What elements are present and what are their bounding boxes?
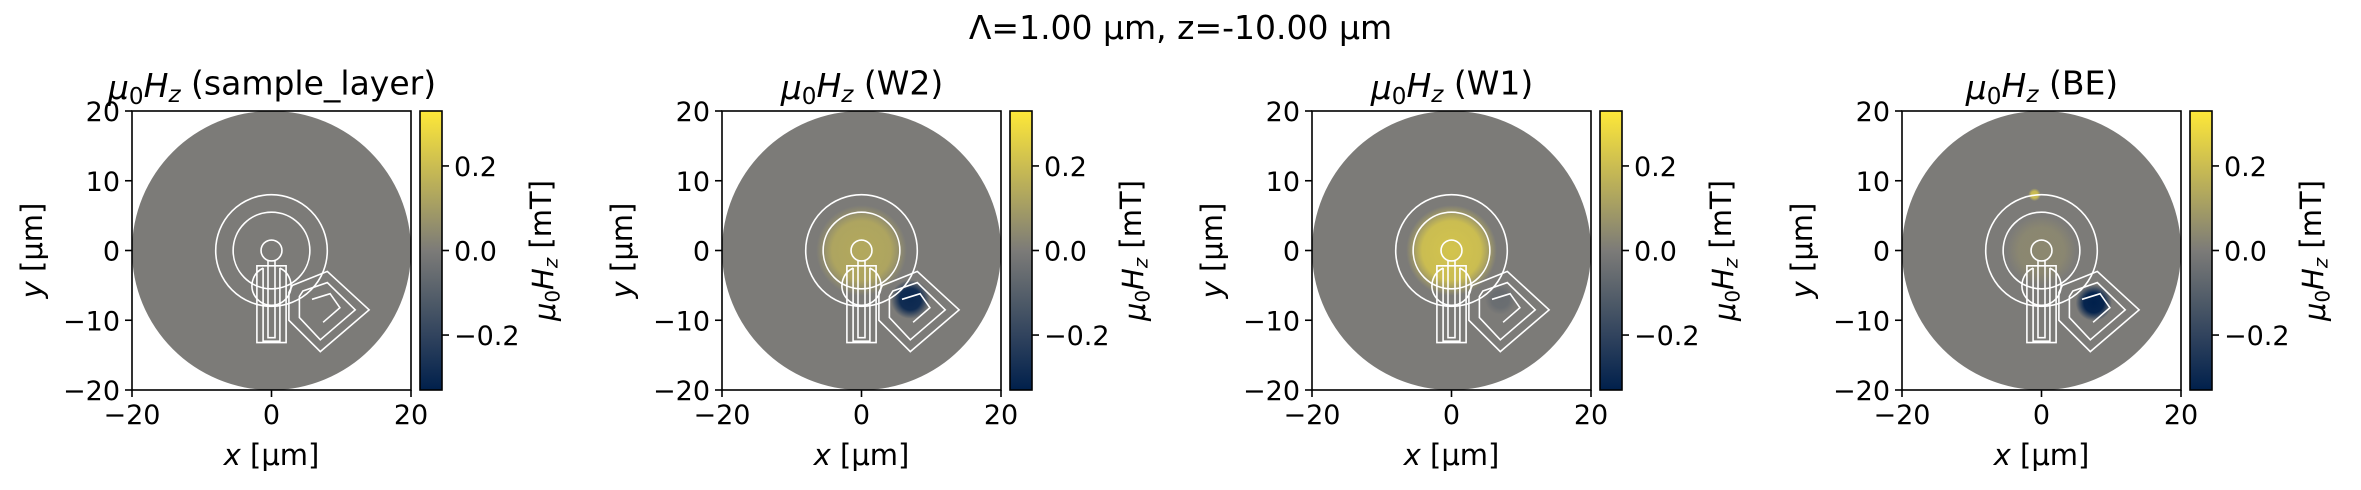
field-map xyxy=(132,111,411,390)
y-tick-label: −10 xyxy=(1833,306,1890,337)
y-axis-label: y [μm] xyxy=(1785,203,1819,300)
panel-be: −20 0 20 −20 −10 0 10 20 x [μm] y [μm] μ0Hz (BE) −0… xyxy=(1770,58,2360,490)
field-map xyxy=(1902,111,2181,390)
colorbar-tick-label: 0.2 xyxy=(1044,152,1087,183)
colorbar-tick-label: −0.2 xyxy=(454,321,520,352)
x-tick-label: 0 xyxy=(853,400,870,431)
x-axis-label: x [μm] xyxy=(1993,438,2090,472)
device-outline xyxy=(1984,193,2141,353)
colorbar-tick-label: 0.0 xyxy=(1044,237,1087,268)
x-tick-label: 0 xyxy=(2033,400,2050,431)
y-tick-label: −10 xyxy=(1243,306,1300,337)
heatmap-svg: −20 0 20 −20 −10 0 10 20 x [μm] y [μm] μ0Hz (BE) −0… xyxy=(1785,64,2334,472)
panel-w1: −20 0 20 −20 −10 0 10 20 x [μm] y [μm] μ0Hz (W1) −0… xyxy=(1180,58,1770,490)
panel-title: μ0Hz (sample_layer) xyxy=(107,64,436,110)
colorbar-tick-label: 0.0 xyxy=(2224,237,2267,268)
field-disk xyxy=(816,205,907,296)
x-tick-label: 20 xyxy=(1574,400,1608,431)
y-tick-label: −20 xyxy=(1833,376,1890,407)
y-tick-label: 0 xyxy=(103,237,120,268)
colorbar xyxy=(1009,110,1033,391)
y-tick-label: −10 xyxy=(653,306,710,337)
colorbar-label: μ0Hz [mT] xyxy=(2294,180,2334,322)
y-tick-label: −20 xyxy=(63,376,120,407)
colorbar-tick-label: 0.0 xyxy=(454,237,497,268)
x-axis-label: x [μm] xyxy=(813,438,910,472)
x-tick-label: 20 xyxy=(394,400,428,431)
colorbar-tick-label: 0.2 xyxy=(2224,152,2267,183)
x-tick-label: 20 xyxy=(984,400,1018,431)
field-map xyxy=(1312,111,1591,390)
heatmap-svg: −20 0 20 −20 −10 0 10 20 x [μm] y [μm] μ0Hz (W2) −0… xyxy=(605,64,1154,472)
colorbar xyxy=(1599,110,1623,391)
colorbar-tick-label: −0.2 xyxy=(2224,321,2290,352)
colorbar-tick-label: −0.2 xyxy=(1634,321,1700,352)
colorbar-label: μ0Hz [mT] xyxy=(1704,180,1744,322)
colorbar-tick-label: 0.2 xyxy=(454,152,497,183)
x-tick-label: −20 xyxy=(104,400,161,431)
y-tick-label: 10 xyxy=(1856,167,1890,198)
panel-w2: −20 0 20 −20 −10 0 10 20 x [μm] y [μm] μ0Hz (W2) −0… xyxy=(590,58,1180,490)
y-tick-label: 20 xyxy=(1266,97,1300,128)
field-map xyxy=(722,111,1001,390)
panel-sample-layer: −20 0 20 −20 −10 0 10 20 x [μm] y [μm] μ0Hz (sampl… xyxy=(0,58,590,490)
y-tick-label: 20 xyxy=(676,97,710,128)
x-axis-label: x [μm] xyxy=(223,438,320,472)
y-axis-label: y [μm] xyxy=(1195,203,1229,300)
panel-title: μ0Hz (W1) xyxy=(1370,64,1534,110)
colorbar-tick-label: 0.0 xyxy=(1634,237,1677,268)
y-axis-label: y [μm] xyxy=(605,203,639,300)
heatmap-svg: −20 0 20 −20 −10 0 10 20 x [μm] y [μm] μ0Hz (W1) −0… xyxy=(1195,64,1744,472)
colorbar-label: μ0Hz [mT] xyxy=(524,180,564,322)
device-outline xyxy=(214,193,371,353)
y-tick-label: 10 xyxy=(86,167,120,198)
device-outline xyxy=(1394,193,1551,353)
field-spot xyxy=(2075,284,2112,321)
colorbar-label: μ0Hz [mT] xyxy=(1114,180,1154,322)
y-tick-label: −10 xyxy=(63,306,120,337)
x-tick-label: 0 xyxy=(263,400,280,431)
field-disk xyxy=(2006,215,2077,286)
colorbar xyxy=(419,110,443,391)
colorbar-tick-label: 0.2 xyxy=(1634,152,1677,183)
y-tick-label: 0 xyxy=(1873,237,1890,268)
x-axis-label: x [μm] xyxy=(1403,438,1500,472)
x-tick-label: 0 xyxy=(1443,400,1460,431)
panel-title: μ0Hz (W2) xyxy=(780,64,944,110)
figure-suptitle: Λ=1.00 μm, z=-10.00 μm xyxy=(968,8,1393,47)
panel-title: μ0Hz (BE) xyxy=(1965,64,2118,110)
y-tick-label: 10 xyxy=(676,167,710,198)
y-tick-label: 10 xyxy=(1266,167,1300,198)
y-tick-label: −20 xyxy=(653,376,710,407)
y-axis-label: y [μm] xyxy=(15,203,49,300)
x-tick-label: −20 xyxy=(1874,400,1931,431)
x-tick-label: −20 xyxy=(1284,400,1341,431)
field-disk xyxy=(1406,205,1497,296)
heatmap-svg: −20 0 20 −20 −10 0 10 20 x [μm] y [μm] μ0Hz (sampl… xyxy=(15,64,564,472)
device-outline xyxy=(804,193,961,353)
colorbar-tick-label: −0.2 xyxy=(1044,321,1110,352)
x-tick-label: 20 xyxy=(2164,400,2198,431)
y-tick-label: 0 xyxy=(693,237,710,268)
y-tick-label: −20 xyxy=(1243,376,1300,407)
y-tick-label: 20 xyxy=(1856,97,1890,128)
field-spot xyxy=(1484,283,1516,315)
x-tick-label: −20 xyxy=(694,400,751,431)
y-tick-label: 0 xyxy=(1283,237,1300,268)
colorbar xyxy=(2189,110,2213,391)
y-tick-label: 20 xyxy=(86,97,120,128)
